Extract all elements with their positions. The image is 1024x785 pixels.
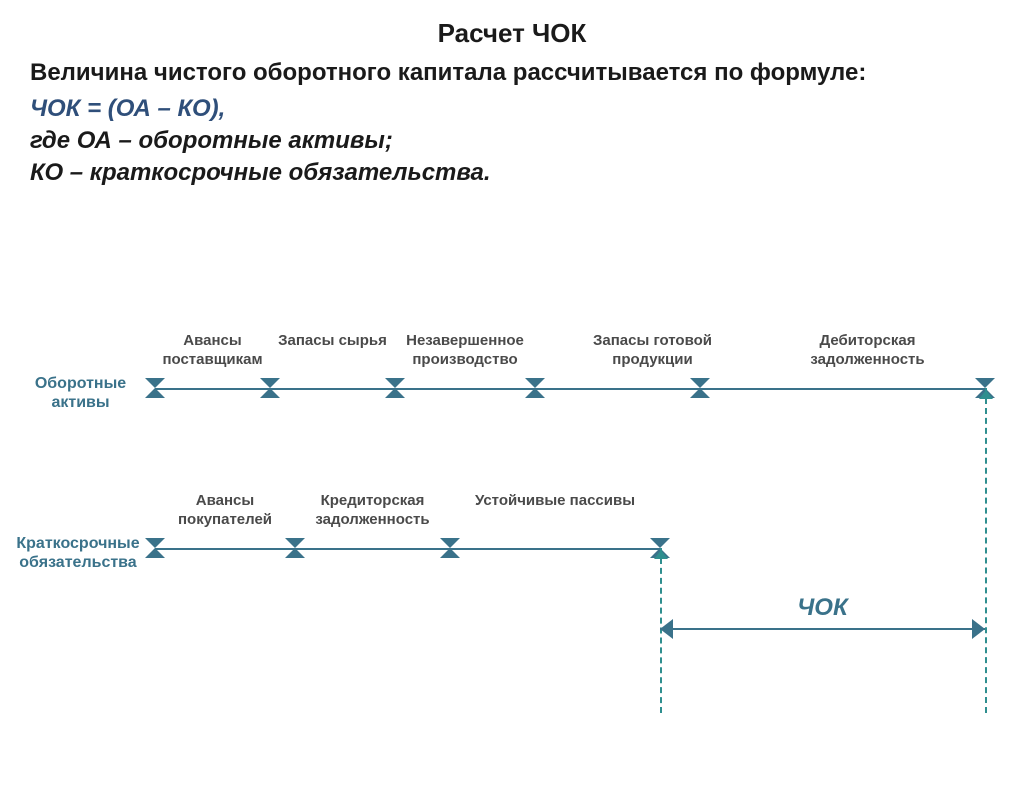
- row1-label: Оборотные активы: [18, 374, 143, 412]
- row2-line: [155, 548, 660, 550]
- page-title: Расчет ЧОК: [0, 18, 1024, 49]
- intro-text: Величина чистого оборотного капитала рас…: [30, 57, 994, 89]
- row1-seg-label-1: Запасы сырья: [273, 332, 393, 351]
- row2-seg-label-0: Авансы покупателей: [165, 492, 285, 530]
- row1-seg-label-0: Авансы поставщикам: [153, 332, 273, 370]
- row2-label: Краткосрочные обязательства: [8, 534, 148, 572]
- arrow-up-right: [979, 390, 993, 399]
- chok-diagram: Оборотные активыАвансы поставщикамЗапасы…: [0, 298, 1024, 758]
- chok-arrow-right: [972, 619, 985, 639]
- row2-seg-label-1: Кредиторская задолженность: [298, 492, 448, 530]
- chok-line: [660, 628, 985, 630]
- row1-seg-label-4: Дебиторская задолженность: [793, 332, 943, 370]
- definition-oa: где ОА – оборотные активы;: [30, 127, 994, 155]
- drop-line-right: [985, 388, 987, 713]
- row1-seg-label-3: Запасы готовой продукции: [578, 332, 728, 370]
- formula: ЧОК = (ОА – КО),: [30, 95, 994, 123]
- chok-arrow-left: [660, 619, 673, 639]
- row1-line: [155, 388, 985, 390]
- row2-seg-label-2: Устойчивые пассивы: [465, 492, 645, 511]
- arrow-up-left: [654, 550, 668, 559]
- row1-seg-label-2: Незавершенное производство: [390, 332, 540, 370]
- chok-label: ЧОК: [783, 594, 863, 622]
- definition-ko: КО – краткосрочные обязательства.: [30, 159, 994, 187]
